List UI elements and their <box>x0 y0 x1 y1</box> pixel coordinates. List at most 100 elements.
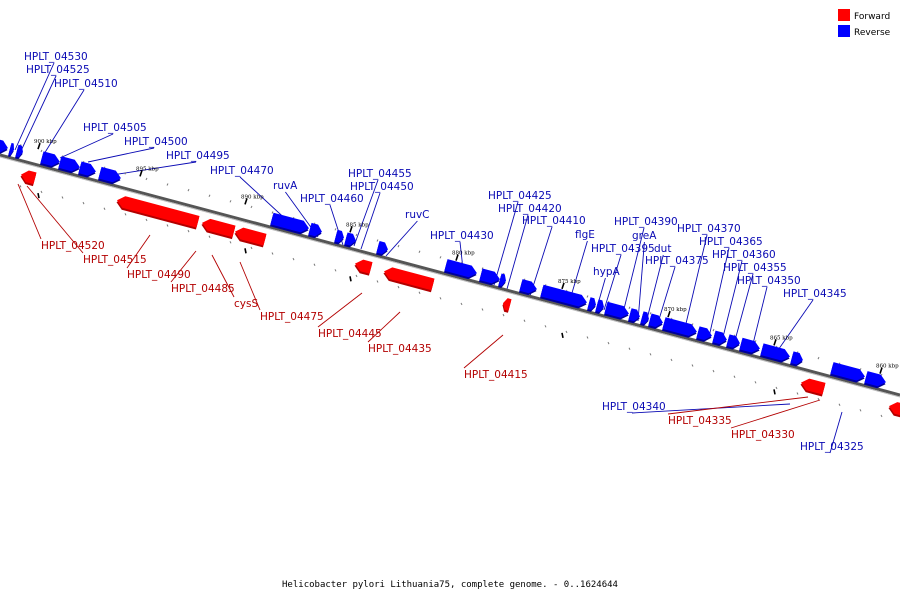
minor-tick <box>628 306 631 309</box>
gene-arrow <box>201 218 236 240</box>
gene-arrow-body <box>595 299 604 313</box>
gene-arrows <box>0 138 900 419</box>
gene-label: HPLT_04360 <box>712 249 776 261</box>
gene-arrow-body <box>604 301 629 318</box>
minor-tick <box>712 369 715 373</box>
gene-arrow-body <box>696 326 713 340</box>
gene-label: HPLT_04415 <box>464 369 528 381</box>
gene-label: HPLT_04325 <box>800 441 864 453</box>
gene-label: HPLT_04495 <box>166 150 230 162</box>
callout-line <box>317 292 363 328</box>
callout-line <box>19 75 57 154</box>
gene-arrow <box>639 311 649 326</box>
gene-label: ruvA <box>273 180 298 192</box>
major-tick <box>455 254 459 261</box>
callout-line <box>26 185 84 254</box>
minor-tick <box>187 188 190 192</box>
gene-arrow-body <box>726 334 741 348</box>
gene-label: HPLT_04335 <box>668 415 732 427</box>
callout-line <box>645 254 664 324</box>
gene-arrow <box>789 351 803 367</box>
minor-tick <box>670 358 673 362</box>
minor-tick <box>208 235 211 238</box>
gene-arrow <box>14 144 24 160</box>
legend-reverse-swatch <box>838 25 850 37</box>
gene-arrow <box>586 297 596 312</box>
scale-label: 890 kbp <box>241 194 264 200</box>
minor-tick <box>271 252 274 255</box>
gene-arrow-body <box>498 273 507 287</box>
minor-tick <box>145 218 148 222</box>
gene-arrow <box>594 299 604 314</box>
minor-tick <box>187 229 190 233</box>
minor-tick <box>19 185 22 188</box>
minor-tick <box>481 308 484 311</box>
minor-tick <box>649 353 652 356</box>
scale-label: 900 kbp <box>34 139 57 145</box>
gene-label: HPLT_04510 <box>54 78 118 90</box>
minor-tick <box>166 183 169 186</box>
callout-line <box>621 227 645 318</box>
gene-label: HPLT_04445 <box>318 328 382 340</box>
minor-tick <box>565 330 568 334</box>
gene-arrow <box>695 326 713 342</box>
callout-line <box>667 396 809 415</box>
minor-tick <box>397 244 400 248</box>
callout-line <box>721 260 743 342</box>
gene-label: HPLT_04475 <box>260 311 324 323</box>
major-tick <box>879 367 883 374</box>
gene-arrow <box>759 343 791 363</box>
minor-tick <box>712 328 715 332</box>
minor-tick <box>229 241 232 244</box>
minor-tick <box>208 194 211 197</box>
gene-arrow <box>497 273 507 288</box>
major-tick <box>37 192 40 199</box>
gene-label: HPLT_04410 <box>522 215 586 227</box>
gene-arrow-body <box>662 317 697 336</box>
gene-arrow-body <box>648 313 663 328</box>
gene-arrow <box>269 212 310 235</box>
minor-tick <box>481 267 484 270</box>
major-tick <box>561 332 564 339</box>
scale-label: 885 kbp <box>346 222 369 228</box>
minor-tick <box>691 364 694 367</box>
callout-line <box>87 147 155 163</box>
gene-arrow-body <box>760 343 791 361</box>
gene-arrow <box>478 268 500 286</box>
gene-arrow-body <box>444 259 477 278</box>
major-tick <box>349 276 352 282</box>
gene-label: ruvC <box>405 209 430 221</box>
callout-line <box>59 133 114 159</box>
gene-arrow <box>343 232 357 248</box>
minor-tick <box>418 250 421 253</box>
minor-tick <box>460 302 463 306</box>
minor-tick <box>439 256 442 259</box>
gene-arrow-body <box>15 144 24 158</box>
minor-tick <box>544 325 547 328</box>
minor-tick <box>775 386 778 390</box>
minor-tick <box>607 341 610 345</box>
gene-arrow-body <box>790 351 803 365</box>
genome-backbone-shadow <box>0 156 900 398</box>
minor-tick <box>40 149 43 153</box>
callout-line <box>463 334 504 369</box>
gene-arrow-body <box>888 402 900 417</box>
gene-arrow-body <box>235 227 267 246</box>
gene-label: HPLT_04485 <box>171 283 235 295</box>
gene-label: HPLT_04420 <box>498 203 562 215</box>
gene-label: greA <box>632 230 657 242</box>
scale-label: 860 kbp <box>876 364 899 370</box>
gene-arrow-body <box>20 170 37 185</box>
minor-tick <box>439 297 442 300</box>
gene-arrow-body <box>864 371 887 387</box>
gene-arrow-shadow <box>0 140 8 155</box>
callout-line <box>603 254 622 311</box>
gene-label: HPLT_04350 <box>737 275 801 287</box>
callout-line <box>353 179 379 247</box>
minor-tick <box>754 381 757 384</box>
gene-label: cysS <box>234 298 258 310</box>
minor-tick <box>817 397 820 401</box>
gene-arrow <box>375 241 389 256</box>
gene-arrow <box>383 267 435 293</box>
callout-line <box>360 192 381 250</box>
